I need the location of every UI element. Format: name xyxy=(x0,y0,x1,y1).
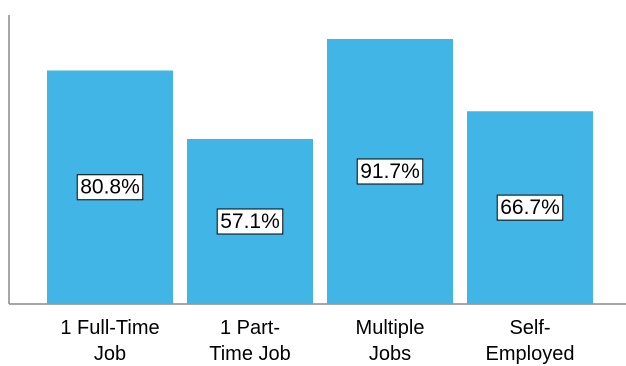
data-label-box xyxy=(76,174,144,201)
bars-group xyxy=(47,38,593,304)
x-tick-label-line: Time Job xyxy=(209,343,291,365)
x-tick-label-line: Jobs xyxy=(369,343,411,365)
data-label-box xyxy=(216,208,284,235)
data-label-text: 80.8% xyxy=(80,176,140,199)
data-labels-group: 80.8% 57.1% 91.7% 66.7% xyxy=(76,158,564,235)
data-label-box xyxy=(356,158,424,185)
x-tick-labels-group: 1 Full-Time Job 1 Part- Time Job Multiple Job… xyxy=(60,317,574,365)
x-tick-label: 1 Part- Time Job xyxy=(209,317,291,365)
x-tick-label-line: 1 Full-Time xyxy=(60,317,159,339)
x-tick-label-line: Self- xyxy=(509,317,550,339)
x-tick-label-line: Multiple xyxy=(356,317,425,339)
data-label-text: 57.1% xyxy=(220,210,280,233)
x-tick-label-line: Job xyxy=(94,343,126,365)
data-label: 80.8% xyxy=(76,174,144,201)
x-tick-label: Multiple Jobs xyxy=(356,317,425,365)
data-label-box xyxy=(496,194,564,221)
data-label-text: 91.7% xyxy=(360,160,420,183)
x-tick-label: 1 Full-Time Job xyxy=(60,317,159,365)
x-tick-label-line: Employed xyxy=(486,343,575,365)
data-label: 91.7% xyxy=(356,158,424,185)
data-label-text: 66.7% xyxy=(500,196,560,219)
x-tick-label-line: 1 Part- xyxy=(220,317,280,339)
data-label: 57.1% xyxy=(216,208,284,235)
data-label: 66.7% xyxy=(496,194,564,221)
x-tick-label: Self- Employed xyxy=(486,317,575,365)
